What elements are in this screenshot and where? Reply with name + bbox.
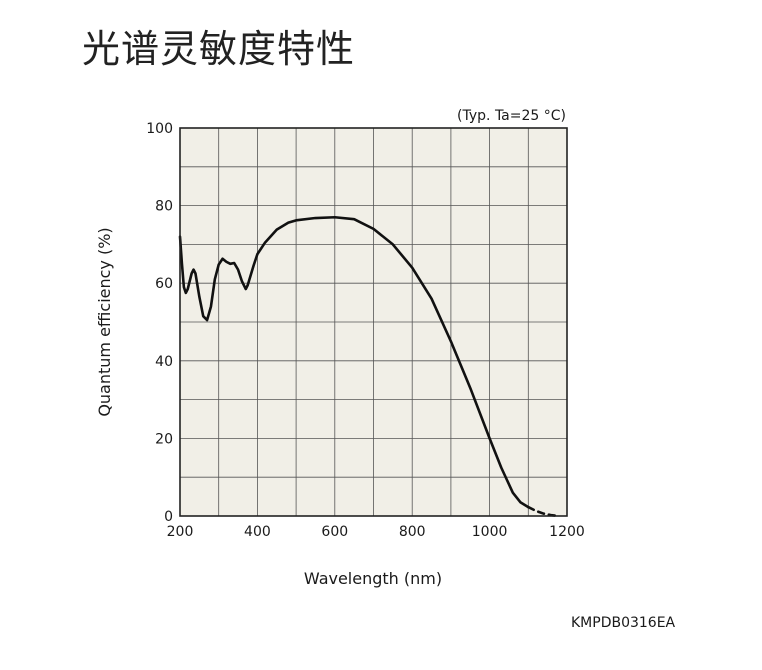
plot-frame — [179, 127, 568, 517]
x-tick-label: 600 — [321, 524, 348, 540]
condition-label: (Typ. Ta=25 °C) — [457, 108, 566, 124]
y-tick-label: 20 — [155, 431, 173, 447]
y-tick-label: 0 — [164, 509, 173, 525]
x-tick-label: 800 — [399, 524, 426, 540]
document-code: KMPDB0316EA — [571, 615, 676, 631]
tick-labels: 200 400 600 800 1000 1200 0 20 40 60 80 100 — [146, 121, 585, 540]
x-tick-label: 1000 — [472, 524, 508, 540]
series-line-quantum-efficiency — [178, 215, 530, 509]
x-tick-label: 1200 — [549, 524, 585, 540]
grid — [180, 128, 567, 516]
y-tick-label: 80 — [155, 199, 173, 215]
y-tick-label: 60 — [155, 276, 173, 292]
y-tick-label: 100 — [146, 121, 173, 137]
y-tick-label: 40 — [155, 354, 173, 370]
page-title: 光谱灵敏度特性 — [82, 27, 356, 71]
x-tick-label: 200 — [167, 524, 194, 540]
x-axis-title: Wavelength (nm) — [304, 569, 442, 588]
y-axis-title: Quantum efficiency (%) — [95, 227, 114, 416]
x-tick-label: 400 — [244, 524, 271, 540]
